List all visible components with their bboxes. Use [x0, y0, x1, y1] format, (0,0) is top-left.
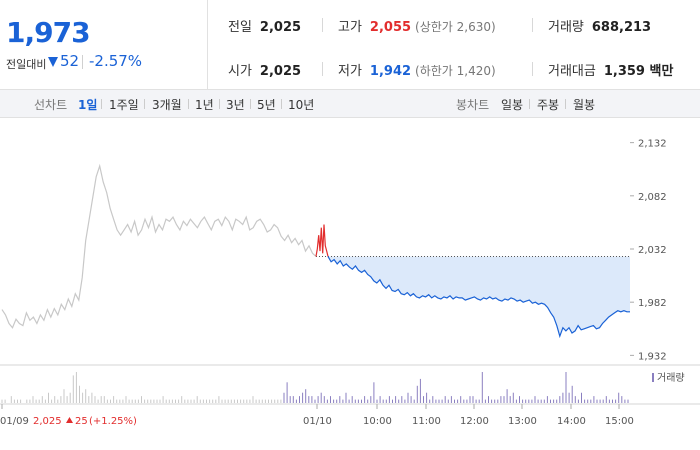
y-tick-label: 2,082 — [638, 192, 667, 203]
amount-value: 1,359 백만 — [603, 64, 674, 79]
volume-stat: 거래량 688,213 — [548, 16, 651, 35]
price-summary: 1,973 전일대비 52 -2.57% 전일 2,025 고가 2,055 (상한가… — [0, 0, 700, 90]
divider — [281, 99, 282, 109]
prev-close-label: 전일 — [228, 20, 252, 35]
period-3y[interactable]: 3년 — [226, 98, 245, 112]
volume-legend-label: 거래량 — [657, 372, 685, 384]
below-reference-area — [328, 256, 630, 337]
today-price-line — [327, 256, 630, 339]
open-value: 2,025 — [259, 64, 302, 79]
volume-legend: 거래량 — [652, 372, 685, 384]
prev-day-price-line — [1, 163, 317, 329]
divider — [82, 55, 83, 69]
period-3m[interactable]: 3개월 — [152, 98, 182, 112]
volume-layer — [1, 372, 629, 403]
volume-value: 688,213 — [591, 20, 652, 35]
area-layer — [316, 255, 630, 337]
down-arrow-icon — [48, 57, 58, 67]
divider — [529, 99, 530, 109]
candle-weekly[interactable]: 주봉 — [537, 98, 560, 112]
candle-chart-title: 봉차트 — [456, 98, 490, 112]
open-label: 시가 — [228, 64, 252, 79]
high-value: 2,055 — [369, 20, 412, 35]
x-axis: 01/09 01/10 10:00 11:00 12:00 13:00 14:00 15:00 — [0, 404, 634, 427]
prev-day-close: 2,025 — [33, 416, 62, 427]
x-tick-label: 10:00 — [363, 416, 392, 427]
period-1y[interactable]: 1년 — [195, 98, 214, 112]
x-tick-label: 14:00 — [557, 416, 586, 427]
early-up-price-line — [315, 224, 329, 257]
open-stat: 시가 2,025 — [228, 60, 301, 79]
period-selector: 선차트 1일 1주일 3개월 1년 3년 5년 10년 봉차트 일봉 주봉 월봉 — [0, 90, 700, 118]
y-axis: 2,132 2,082 2,032 1,982 1,932 — [630, 139, 667, 362]
line-chart-title: 선차트 — [34, 98, 68, 112]
y-tick-label: 1,932 — [638, 351, 667, 362]
price-chart: 2,132 2,082 2,032 1,982 1,932 01/09 01/10 10:0… — [0, 139, 700, 427]
prev-close-stat: 전일 2,025 — [228, 16, 301, 35]
low-label: 저가 — [338, 64, 362, 79]
volume-legend-swatch — [652, 373, 654, 382]
x-tick-label: 13:00 — [508, 416, 537, 427]
y-tick-label: 2,132 — [638, 139, 667, 150]
prev-day-summary: 2,025 25 (+1.25%) — [33, 416, 137, 427]
divider — [250, 99, 251, 109]
x-tick-label: 11:00 — [412, 416, 441, 427]
candle-daily[interactable]: 일봉 — [501, 98, 524, 112]
divider — [322, 62, 323, 76]
high-stat: 고가 2,055 (상한가 2,630) — [338, 16, 496, 35]
low-value: 1,942 — [369, 64, 412, 79]
lower-limit: (하한가 1,420) — [415, 64, 496, 78]
change-value: 52 — [60, 52, 80, 70]
y-tick-label: 2,032 — [638, 245, 667, 256]
chart-grid — [0, 364, 700, 405]
upper-limit: (상한가 2,630) — [415, 20, 496, 34]
low-stat: 저가 1,942 (하한가 1,420) — [338, 60, 496, 79]
divider — [219, 99, 220, 109]
y-tick-label: 1,982 — [638, 298, 667, 309]
divider — [188, 99, 189, 109]
current-price-box: 1,973 전일대비 52 -2.57% — [0, 0, 208, 90]
up-arrow-icon — [66, 417, 73, 423]
x-tick-label: 15:00 — [605, 416, 634, 427]
prev-day-change-pct: (+1.25%) — [89, 416, 137, 427]
amount-label: 거래대금 — [548, 64, 596, 79]
period-5y[interactable]: 5년 — [257, 98, 276, 112]
high-label: 고가 — [338, 20, 362, 35]
divider — [322, 18, 323, 32]
x-tick-label: 01/09 — [0, 416, 29, 427]
divider — [101, 99, 102, 109]
divider — [532, 18, 533, 32]
amount-stat: 거래대금 1,359 백만 — [548, 60, 673, 79]
volume-label: 거래량 — [548, 20, 584, 35]
prev-day-change: 25 — [75, 416, 88, 427]
divider — [565, 99, 566, 109]
x-tick-label: 12:00 — [460, 416, 489, 427]
change-label: 전일대비 — [6, 58, 47, 71]
current-price: 1,973 — [6, 16, 91, 49]
divider — [144, 99, 145, 109]
period-10y[interactable]: 10년 — [288, 98, 315, 112]
lines-layer — [1, 163, 630, 339]
x-tick-label: 01/10 — [303, 416, 332, 427]
divider — [532, 62, 533, 76]
change-percent: -2.57% — [89, 52, 143, 70]
candle-monthly[interactable]: 월봉 — [573, 98, 596, 112]
period-1d[interactable]: 1일 — [78, 98, 98, 112]
period-1w[interactable]: 1주일 — [109, 98, 139, 112]
prev-close-value: 2,025 — [259, 20, 302, 35]
